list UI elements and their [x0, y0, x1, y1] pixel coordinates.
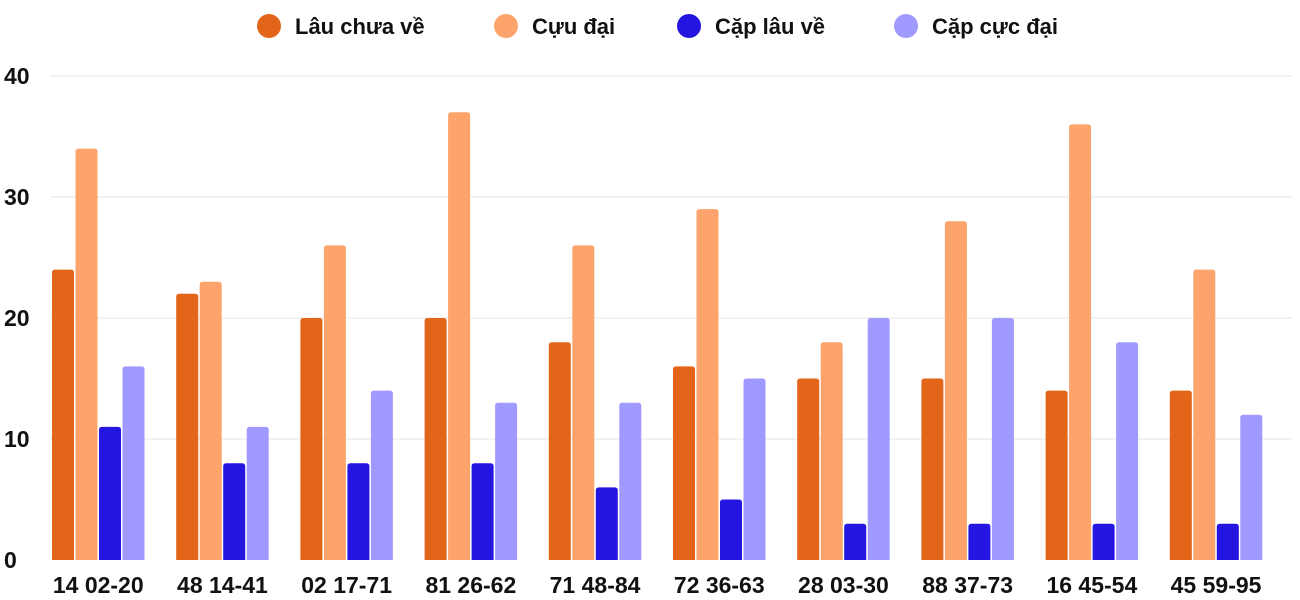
bar-2-72-36-63[interactable] — [696, 209, 719, 560]
y-tick-label-30: 30 — [4, 184, 30, 210]
legend: Lâu chưa về Cựu đại Cặp lâu về Cặp cực đ… — [257, 14, 1058, 39]
bar-3-02-17-71[interactable] — [347, 463, 370, 560]
bars — [52, 112, 1263, 561]
legend-marker-cap-lau-ve — [677, 14, 701, 38]
bar-2-45-59-95[interactable] — [1193, 269, 1216, 560]
x-axis-labels: 14 02-20 48 14-41 02 17-71 81 26-62 71 48-84… — [53, 572, 1262, 598]
legend-marker-cap-cuc-dai — [894, 14, 918, 38]
bar-4-14-02-20[interactable] — [122, 366, 145, 560]
legend-item-cuu-dai[interactable]: Cựu đại — [494, 14, 615, 39]
x-tick-label-02-17-71: 02 17-71 — [301, 572, 392, 598]
bar-1-72-36-63[interactable] — [673, 366, 695, 560]
bar-1-81-26-62[interactable] — [424, 318, 447, 560]
bar-4-72-36-63[interactable] — [743, 378, 766, 561]
legend-label-cap-cuc-dai: Cặp cực đại — [932, 14, 1058, 39]
bar-4-81-26-62[interactable] — [495, 402, 518, 560]
bar-4-28-03-30[interactable] — [867, 318, 890, 560]
bar-3-16-45-54[interactable] — [1092, 523, 1115, 560]
bar-4-48-14-41[interactable] — [246, 426, 269, 560]
x-tick-label-88-37-73: 88 37-73 — [922, 572, 1013, 598]
y-tick-label-20: 20 — [4, 305, 30, 331]
legend-marker-cuu-dai — [494, 14, 518, 38]
bar-2-81-26-62[interactable] — [448, 112, 471, 561]
bar-4-45-59-95[interactable] — [1240, 414, 1263, 560]
bar-2-14-02-20[interactable] — [75, 148, 98, 560]
x-tick-label-81-26-62: 81 26-62 — [425, 572, 516, 598]
bar-1-45-59-95[interactable] — [1169, 390, 1192, 560]
gridlines — [50, 75, 1292, 440]
x-tick-label-28-03-30: 28 03-30 — [798, 572, 889, 598]
bar-1-28-03-30[interactable] — [797, 378, 820, 561]
legend-label-cuu-dai: Cựu đại — [532, 14, 615, 39]
bar-2-48-14-41[interactable] — [199, 281, 222, 560]
bar-1-14-02-20[interactable] — [52, 269, 74, 560]
y-tick-label-40: 40 — [4, 63, 30, 89]
legend-item-cap-lau-ve[interactable]: Cặp lâu về — [677, 14, 825, 39]
bar-3-81-26-62[interactable] — [471, 463, 494, 560]
bar-3-71-48-84[interactable] — [595, 487, 618, 560]
legend-label-cap-lau-ve: Cặp lâu về — [715, 14, 825, 39]
bar-3-45-59-95[interactable] — [1216, 523, 1239, 560]
legend-item-cap-cuc-dai[interactable]: Cặp cực đại — [894, 14, 1058, 39]
bar-3-28-03-30[interactable] — [844, 523, 867, 560]
y-axis-ticks: 0 10 20 30 40 — [4, 63, 30, 573]
bar-3-14-02-20[interactable] — [99, 426, 121, 560]
x-tick-label-16-45-54: 16 45-54 — [1046, 572, 1137, 598]
x-tick-label-45-59-95: 45 59-95 — [1171, 572, 1262, 598]
legend-item-lau-chua-ve[interactable]: Lâu chưa về — [257, 14, 425, 39]
bar-3-88-37-73[interactable] — [968, 523, 991, 560]
x-tick-label-72-36-63: 72 36-63 — [674, 572, 765, 598]
bar-2-02-17-71[interactable] — [323, 245, 346, 560]
bar-4-71-48-84[interactable] — [619, 402, 642, 560]
bar-2-16-45-54[interactable] — [1069, 124, 1092, 561]
x-tick-label-14-02-20: 14 02-20 — [53, 572, 144, 598]
x-tick-label-48-14-41: 48 14-41 — [177, 572, 268, 598]
legend-label-lau-chua-ve: Lâu chưa về — [295, 14, 425, 39]
bar-1-48-14-41[interactable] — [176, 293, 199, 560]
bar-2-28-03-30[interactable] — [820, 342, 843, 560]
bar-4-88-37-73[interactable] — [991, 318, 1014, 560]
bar-1-71-48-84[interactable] — [548, 342, 571, 560]
x-tick-label-71-48-84: 71 48-84 — [550, 572, 641, 598]
bar-1-88-37-73[interactable] — [921, 378, 944, 561]
bar-2-88-37-73[interactable] — [944, 221, 967, 560]
bar-3-48-14-41[interactable] — [223, 463, 246, 560]
bar-4-16-45-54[interactable] — [1116, 342, 1139, 560]
y-tick-label-10: 10 — [4, 426, 30, 452]
bar-4-02-17-71[interactable] — [370, 390, 393, 560]
bar-2-71-48-84[interactable] — [572, 245, 595, 560]
legend-marker-lau-chua-ve — [257, 14, 281, 38]
bar-1-16-45-54[interactable] — [1045, 390, 1068, 560]
bar-3-72-36-63[interactable] — [720, 499, 742, 561]
y-tick-label-0: 0 — [4, 547, 17, 573]
bar-1-02-17-71[interactable] — [300, 318, 323, 560]
